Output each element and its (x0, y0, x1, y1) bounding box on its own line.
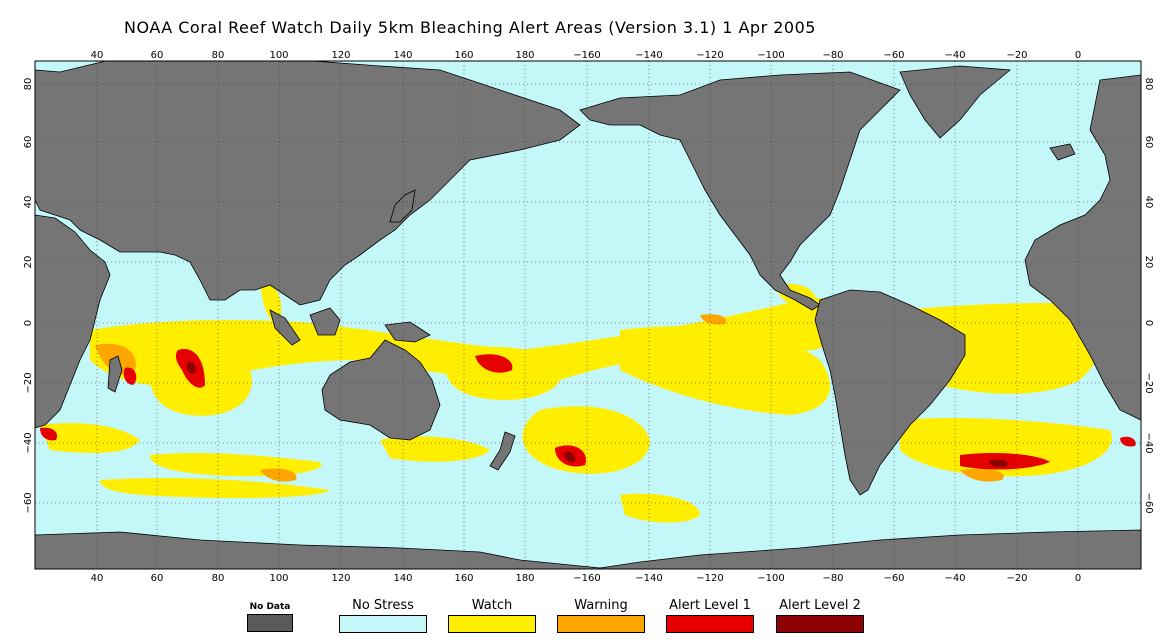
lon-tick-bottom: 180 (515, 573, 534, 584)
legend-swatch (557, 615, 645, 633)
legend-swatch (448, 615, 536, 633)
lon-tick-bottom: 140 (393, 573, 412, 584)
lon-tick-top: −140 (635, 50, 662, 61)
legend-label: No Data (249, 602, 291, 612)
new-zealand (489, 431, 516, 471)
lon-tick-top: −100 (757, 50, 784, 61)
lon-tick-top: 160 (454, 50, 473, 61)
lat-tick-right: 20 (1143, 256, 1154, 269)
lon-tick-top: −160 (573, 50, 600, 61)
lon-tick-top: −20 (1006, 50, 1027, 61)
lon-tick-top: 140 (393, 50, 412, 61)
australia (321, 339, 441, 441)
legend-item-watch: Watch (447, 598, 537, 633)
lon-tick-top: −60 (883, 50, 904, 61)
lat-tick-right: 40 (1143, 196, 1154, 209)
bleaching-alert-map: 40 60 80 100 120 140 160 180 −160 −140 −… (23, 50, 1154, 584)
lon-tick-top: 0 (1075, 50, 1081, 61)
lat-tick-left: 0 (23, 320, 34, 326)
borneo (309, 307, 341, 336)
lat-tick-left: 20 (23, 256, 34, 269)
legend-label: Alert Level 2 (779, 598, 861, 613)
lat-tick-right: 60 (1143, 136, 1154, 149)
legend-item-no-data: No Data (243, 598, 297, 632)
lon-tick-bottom: 100 (269, 573, 288, 584)
legend-item-alert-level-1: Alert Level 1 (665, 598, 755, 633)
lon-tick-bottom: −140 (635, 573, 662, 584)
lon-tick-top: 40 (91, 50, 104, 61)
legend-label: Watch (471, 598, 513, 613)
africa (35, 214, 111, 429)
lon-tick-bottom: −80 (822, 573, 843, 584)
lon-tick-top: 80 (212, 50, 225, 61)
right-latitude-labels: 80 60 40 20 0 −20 −40 −60 (1143, 78, 1154, 514)
lon-tick-bottom: 60 (151, 573, 164, 584)
top-longitude-labels: 40 60 80 100 120 140 160 180 −160 −140 −… (91, 50, 1082, 61)
iceland (1049, 143, 1076, 161)
bottom-longitude-labels: 40 60 80 100 120 140 160 180 −160 −140 −… (91, 573, 1082, 584)
lat-tick-right: −40 (1143, 432, 1154, 453)
lat-tick-left: −40 (23, 432, 34, 453)
lon-tick-bottom: 0 (1075, 573, 1081, 584)
new-guinea (384, 321, 431, 343)
lon-tick-bottom: −60 (883, 573, 904, 584)
europe-west-africa (1024, 74, 1141, 421)
lat-tick-left: 60 (23, 136, 34, 149)
lon-tick-top: 180 (515, 50, 534, 61)
legend-swatch (247, 614, 293, 632)
legend-item-warning: Warning (556, 598, 646, 633)
lat-tick-right: −20 (1143, 372, 1154, 393)
graticule (35, 61, 1141, 569)
lat-tick-right: 80 (1143, 78, 1154, 91)
left-latitude-labels: 80 60 40 20 0 −20 −40 −60 (23, 78, 34, 514)
lon-tick-bottom: 120 (331, 573, 350, 584)
map-title: NOAA Coral Reef Watch Daily 5km Bleachin… (124, 18, 816, 37)
eurasia (35, 61, 581, 306)
legend-swatch (339, 615, 427, 633)
lon-tick-bottom: −120 (696, 573, 723, 584)
map-frame (34, 60, 1142, 570)
lon-tick-bottom: 80 (212, 573, 225, 584)
legend-swatch (666, 615, 754, 633)
south-america (814, 289, 966, 496)
legend-item-no-stress: No Stress (338, 598, 428, 633)
lat-tick-left: −20 (23, 372, 34, 393)
lat-tick-left: 40 (23, 196, 34, 209)
alert-level-2-areas (186, 361, 1008, 468)
lat-tick-right: −60 (1143, 492, 1154, 513)
lon-tick-top: 100 (269, 50, 288, 61)
lon-tick-bottom: 40 (91, 573, 104, 584)
lon-tick-top: −120 (696, 50, 723, 61)
legend-label: Alert Level 1 (669, 598, 751, 613)
lon-tick-bottom: 160 (454, 573, 473, 584)
lat-tick-left: 80 (23, 78, 34, 91)
sumatra (269, 309, 301, 346)
antarctica (35, 529, 1141, 569)
legend-label: No Stress (352, 598, 414, 613)
lat-tick-left: −60 (23, 492, 34, 513)
land-masses (35, 61, 1141, 569)
legend-label: Warning (574, 598, 628, 613)
lon-tick-top: 120 (331, 50, 350, 61)
legend: No Data No Stress Watch Warning Alert Le… (0, 598, 1174, 640)
lon-tick-bottom: −20 (1006, 573, 1027, 584)
legend-item-alert-level-2: Alert Level 2 (775, 598, 865, 633)
lon-tick-bottom: −40 (944, 573, 965, 584)
lon-tick-bottom: −160 (573, 573, 600, 584)
lon-tick-top: −40 (944, 50, 965, 61)
japan (389, 189, 416, 223)
lat-tick-right: 0 (1143, 320, 1154, 326)
lon-tick-top: −80 (822, 50, 843, 61)
lon-tick-top: 60 (151, 50, 164, 61)
lon-tick-bottom: −100 (757, 573, 784, 584)
north-america (579, 71, 901, 311)
legend-swatch (776, 615, 864, 633)
